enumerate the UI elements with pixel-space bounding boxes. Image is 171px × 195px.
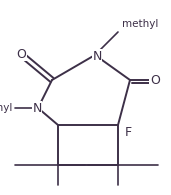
Text: methyl: methyl (0, 103, 12, 113)
Text: N: N (32, 102, 42, 114)
Text: O: O (150, 74, 160, 87)
Text: O: O (16, 48, 26, 60)
Text: methyl: methyl (122, 19, 158, 29)
Text: N: N (92, 50, 102, 63)
Text: F: F (125, 126, 132, 138)
